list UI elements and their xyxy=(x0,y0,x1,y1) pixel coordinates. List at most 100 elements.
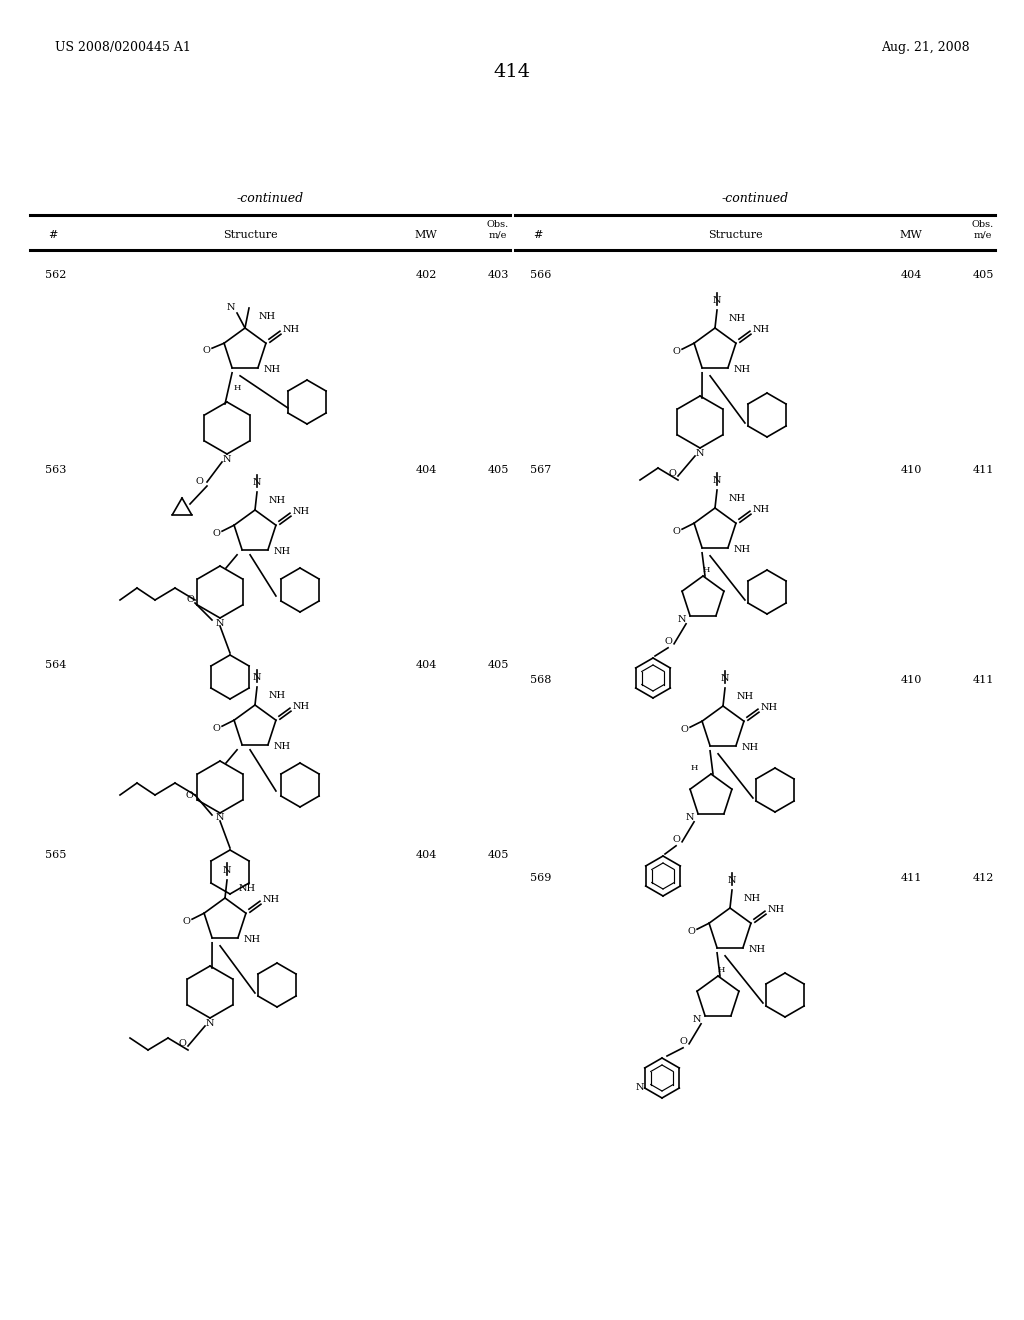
Text: NH: NH xyxy=(753,504,770,513)
Text: NH: NH xyxy=(728,494,745,503)
Text: N: N xyxy=(636,1084,644,1093)
Text: N: N xyxy=(216,619,224,627)
Text: 404: 404 xyxy=(416,660,436,671)
Text: -continued: -continued xyxy=(237,191,303,205)
Text: O: O xyxy=(668,470,676,479)
Text: 404: 404 xyxy=(900,271,922,280)
Text: NH: NH xyxy=(734,366,751,375)
Text: N: N xyxy=(223,866,231,875)
Text: H: H xyxy=(690,764,697,772)
Text: O: O xyxy=(182,916,190,925)
Text: 568: 568 xyxy=(530,675,551,685)
Text: NH: NH xyxy=(749,945,766,954)
Text: 411: 411 xyxy=(900,873,922,883)
Text: 411: 411 xyxy=(973,675,993,685)
Text: 402: 402 xyxy=(416,271,436,280)
Text: N: N xyxy=(695,449,705,458)
Text: O: O xyxy=(212,723,220,733)
Text: N: N xyxy=(216,813,224,822)
Text: MW: MW xyxy=(415,230,437,240)
Text: NH: NH xyxy=(258,313,275,321)
Text: US 2008/0200445 A1: US 2008/0200445 A1 xyxy=(55,41,190,54)
Text: NH: NH xyxy=(263,895,280,904)
Text: NH: NH xyxy=(761,702,778,711)
Text: O: O xyxy=(195,478,203,487)
Text: O: O xyxy=(178,1040,186,1048)
Text: 414: 414 xyxy=(494,63,530,81)
Text: N: N xyxy=(253,673,261,682)
Text: 405: 405 xyxy=(487,850,509,861)
Text: O: O xyxy=(672,347,680,355)
Text: NH: NH xyxy=(742,743,759,752)
Text: N: N xyxy=(223,454,231,463)
Text: 563: 563 xyxy=(45,465,67,475)
Text: NH: NH xyxy=(736,692,754,701)
Text: O: O xyxy=(185,791,193,800)
Text: O: O xyxy=(680,725,688,734)
Text: 405: 405 xyxy=(487,465,509,475)
Text: NH: NH xyxy=(293,702,310,710)
Text: NH: NH xyxy=(268,692,286,700)
Text: NH: NH xyxy=(283,325,300,334)
Text: 405: 405 xyxy=(487,660,509,671)
Text: NH: NH xyxy=(264,366,281,375)
Text: 410: 410 xyxy=(900,465,922,475)
Text: 404: 404 xyxy=(416,850,436,861)
Text: NH: NH xyxy=(274,742,291,751)
Text: O: O xyxy=(186,595,194,605)
Text: Aug. 21, 2008: Aug. 21, 2008 xyxy=(882,41,970,54)
Text: O: O xyxy=(672,836,680,845)
Text: 412: 412 xyxy=(973,873,993,883)
Text: N: N xyxy=(713,477,721,484)
Text: 567: 567 xyxy=(530,465,551,475)
Text: NH: NH xyxy=(728,314,745,323)
Text: N: N xyxy=(693,1015,701,1024)
Text: N: N xyxy=(226,304,234,313)
Text: 565: 565 xyxy=(45,850,67,861)
Text: 405: 405 xyxy=(973,271,993,280)
Text: NH: NH xyxy=(244,936,261,944)
Text: #: # xyxy=(48,230,57,240)
Text: N: N xyxy=(206,1019,214,1027)
Text: H: H xyxy=(718,966,725,974)
Text: 566: 566 xyxy=(530,271,551,280)
Text: N: N xyxy=(721,675,729,682)
Text: H: H xyxy=(233,384,241,392)
Text: O: O xyxy=(687,927,695,936)
Text: Structure: Structure xyxy=(223,230,279,240)
Text: NH: NH xyxy=(274,548,291,556)
Text: NH: NH xyxy=(743,894,761,903)
Text: 410: 410 xyxy=(900,675,922,685)
Text: 403: 403 xyxy=(487,271,509,280)
Text: NH: NH xyxy=(753,325,770,334)
Text: O: O xyxy=(212,529,220,537)
Text: NH: NH xyxy=(734,545,751,554)
Text: 569: 569 xyxy=(530,873,551,883)
Text: 411: 411 xyxy=(973,465,993,475)
Text: NH: NH xyxy=(768,904,785,913)
Text: N: N xyxy=(713,296,721,305)
Text: MW: MW xyxy=(900,230,923,240)
Text: Obs.: Obs. xyxy=(972,220,994,228)
Text: #: # xyxy=(534,230,543,240)
Text: m/e: m/e xyxy=(488,231,507,240)
Text: N: N xyxy=(253,478,261,487)
Text: O: O xyxy=(202,346,210,355)
Text: N: N xyxy=(686,813,694,822)
Text: H: H xyxy=(702,566,710,574)
Text: Obs.: Obs. xyxy=(486,220,509,228)
Text: -continued: -continued xyxy=(722,191,788,205)
Text: NH: NH xyxy=(293,507,310,516)
Text: 564: 564 xyxy=(45,660,67,671)
Text: Structure: Structure xyxy=(709,230,763,240)
Text: m/e: m/e xyxy=(974,231,992,240)
Text: NH: NH xyxy=(239,884,255,894)
Text: 404: 404 xyxy=(416,465,436,475)
Text: N: N xyxy=(728,876,736,884)
Text: N: N xyxy=(678,615,686,624)
Text: O: O xyxy=(679,1038,687,1047)
Text: O: O xyxy=(665,638,672,647)
Text: NH: NH xyxy=(268,496,286,506)
Text: O: O xyxy=(672,527,680,536)
Text: 562: 562 xyxy=(45,271,67,280)
